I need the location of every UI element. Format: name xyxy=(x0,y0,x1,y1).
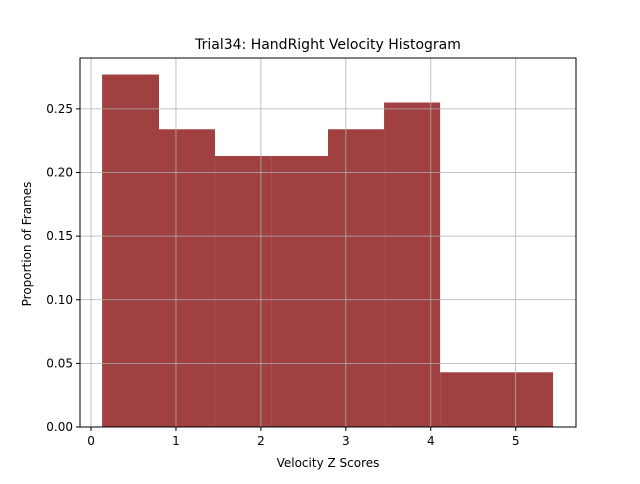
x-axis-label: Velocity Z Scores xyxy=(277,456,380,470)
histogram-bar xyxy=(328,129,385,427)
y-tick-label: 0.10 xyxy=(46,293,73,307)
histogram-bar xyxy=(384,102,441,427)
y-tick-label: 0.15 xyxy=(46,229,73,243)
x-tick-label: 3 xyxy=(342,434,350,448)
x-tick-label: 1 xyxy=(172,434,180,448)
x-tick-label: 5 xyxy=(512,434,520,448)
chart-title: Trial34: HandRight Velocity Histogram xyxy=(194,37,461,53)
histogram-bar xyxy=(158,129,216,427)
x-tick-label: 2 xyxy=(257,434,265,448)
x-tick-label: 0 xyxy=(87,434,95,448)
histogram-bar xyxy=(271,155,328,427)
y-tick-label: 0.25 xyxy=(46,102,73,116)
y-axis-label: Proportion of Frames xyxy=(20,182,34,307)
histogram-bar xyxy=(102,74,159,427)
plot-frame xyxy=(79,57,577,428)
x-tick-label: 4 xyxy=(427,434,435,448)
histogram-bar xyxy=(440,372,554,427)
histogram-bar xyxy=(215,155,272,427)
y-tick-label: 0.00 xyxy=(46,420,73,434)
y-tick-label: 0.05 xyxy=(46,356,73,370)
y-tick-label: 0.20 xyxy=(46,166,73,180)
